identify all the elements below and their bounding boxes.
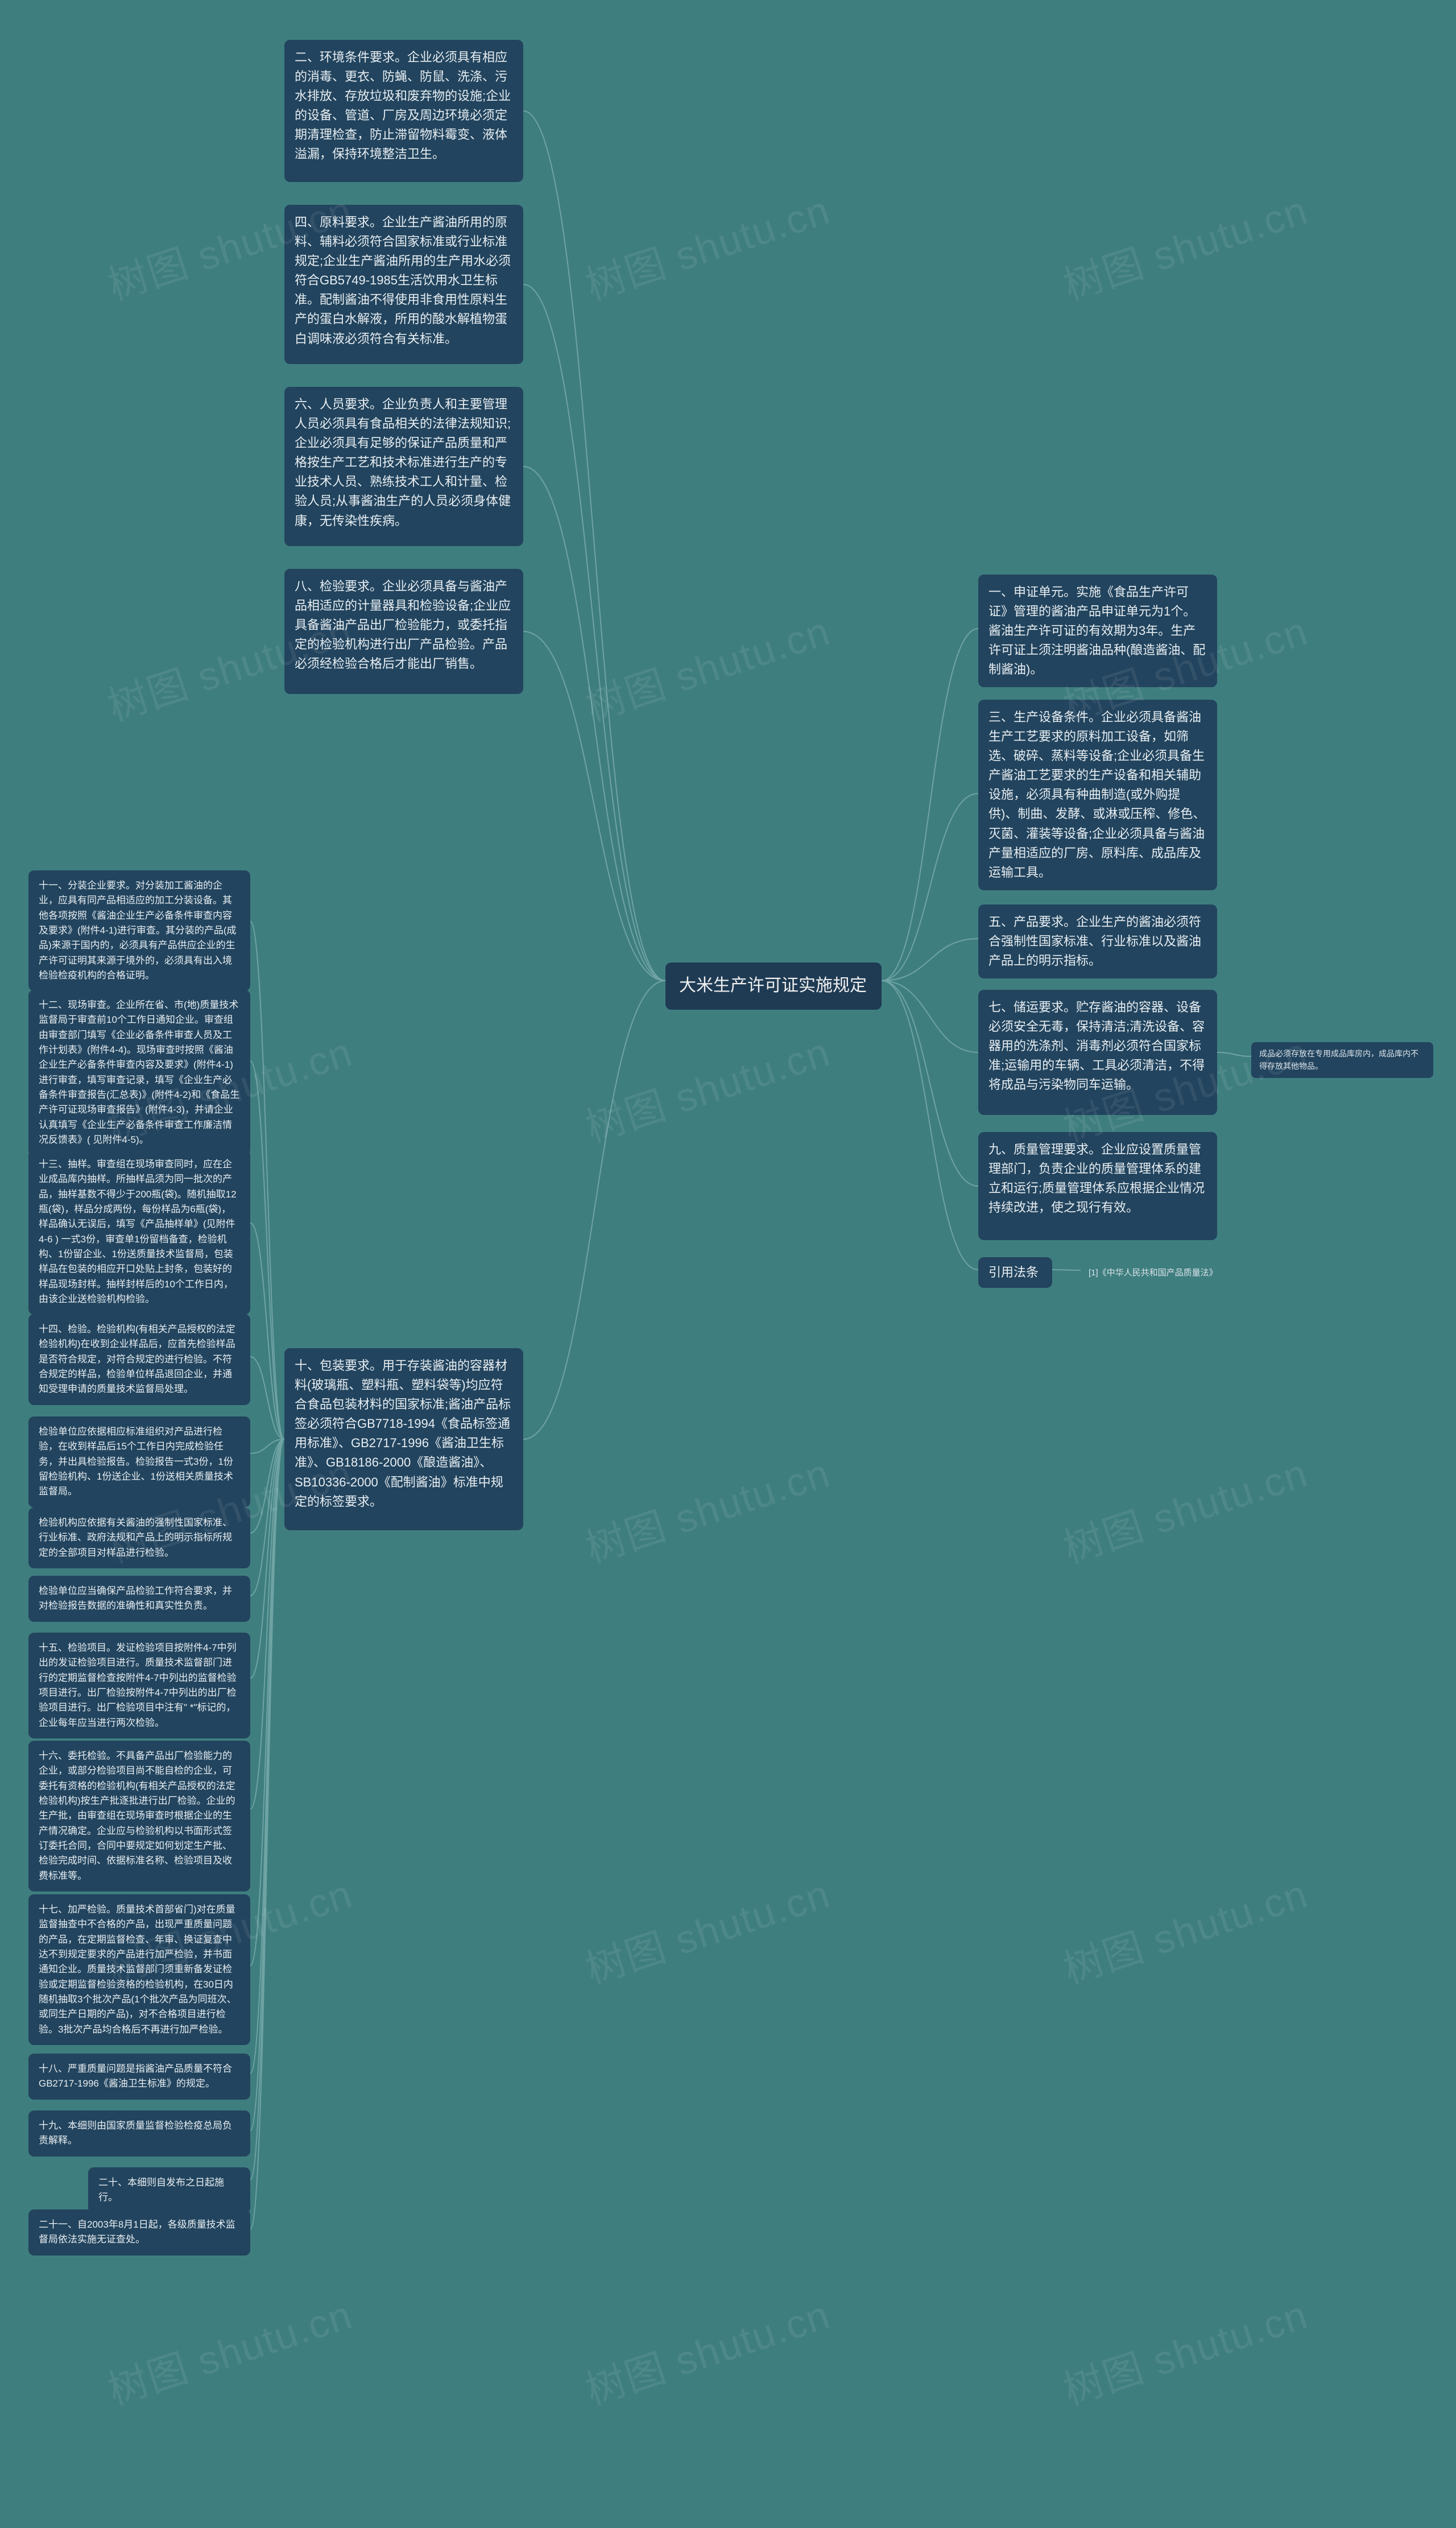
left-branch-l10: 十、包装要求。用于存装酱油的容器材料(玻璃瓶、塑料瓶、塑料袋等)均应符合食品包装… bbox=[284, 1348, 523, 1530]
right-branch-rlaw: 引用法条 bbox=[978, 1257, 1052, 1288]
left-sub-s14c: 检验单位应当确保产品检验工作符合要求，并对检验报告数据的准确性和真实性负责。 bbox=[28, 1576, 250, 1622]
left-branch-l6: 六、人员要求。企业负责人和主要管理人员必须具有食品相关的法律法规知识;企业必须具… bbox=[284, 387, 523, 546]
left-sub-s12: 十二、现场审查。企业所在省、市(地)质量技术监督局于审查前10个工作日通知企业。… bbox=[28, 990, 250, 1155]
root-node: 大米生产许可证实施规定 bbox=[665, 963, 882, 1010]
left-sub-s14: 十四、检验。检验机构(有相关产品授权的法定检验机构)在收到企业样品后，应首先检验… bbox=[28, 1314, 250, 1405]
left-sub-s15: 十五、检验项目。发证检验项目按附件4-7中列出的发证检验项目进行。质量技术监督部… bbox=[28, 1633, 250, 1738]
left-branch-l8: 八、检验要求。企业必须具备与酱油产品相适应的计量器具和检验设备;企业应具备酱油产… bbox=[284, 569, 523, 694]
left-sub-s17: 十七、加严检验。质量技术首部省门)对在质量监督抽查中不合格的产品，出现严重质量问… bbox=[28, 1894, 250, 2045]
right-branch-r7: 七、储运要求。贮存酱油的容器、设备必须安全无毒，保持清洁;清洗设备、容器用的洗涤… bbox=[978, 990, 1217, 1115]
left-sub-s16: 十六、委托检验。不具备产品出厂检验能力的企业，或部分检验项目尚不能自检的企业，可… bbox=[28, 1741, 250, 1891]
left-branch-l4: 四、原料要求。企业生产酱油所用的原料、辅料必须符合国家标准或行业标准规定;企业生… bbox=[284, 205, 523, 364]
left-branch-l2: 二、环境条件要求。企业必须具有相应的消毒、更衣、防蝇、防鼠、洗涤、污水排放、存放… bbox=[284, 40, 523, 182]
left-sub-s14a: 检验单位应依据相应标准组织对产品进行检验，在收到样品后15个工作日内完成检验任务… bbox=[28, 1416, 250, 1507]
right-branch-r3: 三、生产设备条件。企业必须具备酱油生产工艺要求的原料加工设备，如筛选、破碎、蒸料… bbox=[978, 700, 1217, 890]
left-sub-s20: 二十、本细则自发布之日起施行。 bbox=[88, 2167, 250, 2213]
left-sub-s18: 十八、严重质量问题是指酱油产品质量不符合GB2717-1996《酱油卫生标准》的… bbox=[28, 2054, 250, 2100]
left-sub-s14b: 检验机构应依据有关酱油的强制性国家标准、行业标准、政府法规和产品上的明示指标所规… bbox=[28, 1507, 250, 1568]
left-sub-s21: 二十一、自2003年8月1日起，各级质量技术监督局依法实施无证查处。 bbox=[28, 2209, 250, 2256]
right-branch-r1: 一、申证单元。实施《食品生产许可证》管理的酱油产品申证单元为1个。酱油生产许可证… bbox=[978, 575, 1217, 687]
left-sub-s11: 十一、分装企业要求。对分装加工酱油的企业，应具有同产品相适应的加工分装设备。其他… bbox=[28, 870, 250, 991]
right-leaf-r7: 成品必须存放在专用成品库房内，成品库内不得存放其他物品。 bbox=[1251, 1042, 1433, 1078]
right-branch-r9: 九、质量管理要求。企业应设置质量管理部门，负责企业的质量管理体系的建立和运行;质… bbox=[978, 1132, 1217, 1240]
right-leaf-law: [1]《中华人民共和国产品质量法》 bbox=[1081, 1262, 1251, 1284]
left-sub-s19: 十九、本细则由国家质量监督检验检疫总局负责解释。 bbox=[28, 2110, 250, 2157]
left-sub-s13: 十三、抽样。审查组在现场审查同时，应在企业成品库内抽样。所抽样品须为同一批次的产… bbox=[28, 1149, 250, 1315]
right-branch-r5: 五、产品要求。企业生产的酱油必须符合强制性国家标准、行业标准以及酱油产品上的明示… bbox=[978, 904, 1217, 978]
